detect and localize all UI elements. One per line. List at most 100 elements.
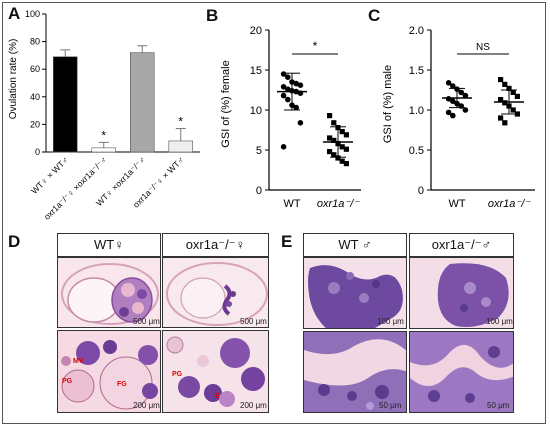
panel-label-a: A <box>8 4 21 23</box>
label-e: E <box>215 393 220 400</box>
scale-e-mutant-bottom: 50 μm <box>487 401 510 410</box>
data-point <box>343 132 349 138</box>
histology-d-mutant-low <box>162 257 269 328</box>
chart-a-ylabel: Ovulation rate (%) <box>8 39 19 120</box>
y-tick-label: 0 <box>256 185 262 197</box>
data-point <box>462 107 469 113</box>
significance-mark: * <box>101 128 106 142</box>
data-point <box>514 111 520 117</box>
panel-d-header-mutant: oxr1a⁻/⁻♀ <box>162 233 269 257</box>
histology-d-wt-low <box>57 257 161 328</box>
bar <box>168 140 193 153</box>
data-point <box>327 113 333 119</box>
histology-d-wt-high <box>57 330 161 413</box>
panel-e-header-mutant: oxr1a⁻/⁻♂ <box>409 233 514 257</box>
scale-d-wt-bottom: 200 μm <box>133 401 160 410</box>
data-point <box>502 100 508 106</box>
y-tick-label: 10 <box>250 105 262 117</box>
panel-e-header-wt: WT ♂ <box>303 233 407 257</box>
data-point <box>498 97 504 103</box>
data-point <box>331 137 337 143</box>
data-point <box>343 146 349 152</box>
category-label: oxr1a⁻/⁻♀ ×oxr1a⁻/⁻♂ <box>42 154 109 221</box>
scale-e-wt-bottom: 50 μm <box>379 401 402 410</box>
chart-b-ylabel: GSI of (%) female <box>220 60 232 147</box>
bar <box>91 147 116 153</box>
panel-label-d: D <box>8 232 21 251</box>
data-point <box>293 104 299 111</box>
significance-mark: * <box>178 115 183 129</box>
y-tick-label: 40 <box>30 92 40 102</box>
y-tick-label: 2.0 <box>409 25 424 37</box>
data-point <box>280 144 287 150</box>
chart-c: GSI of (%) male 0 0.5 1.0 1.5 2.0 WT oxr1a⁻/⁻ N… <box>382 25 535 210</box>
scale-d-mutant-top: 500 μm <box>240 317 267 326</box>
data-point <box>285 74 291 80</box>
y-tick-label: 1.0 <box>409 105 424 117</box>
data-point <box>462 92 469 99</box>
category-label: WT <box>448 198 465 210</box>
data-point <box>339 158 345 164</box>
data-point <box>297 120 304 126</box>
data-point <box>502 120 508 126</box>
category-label: oxr1a⁻/⁻ <box>488 198 531 210</box>
y-tick-label: 80 <box>30 37 40 47</box>
category-label: oxr1a⁻/⁻ <box>317 198 360 210</box>
histology-d-mutant-high <box>162 330 269 413</box>
panel-d-header-wt: WT♀ <box>57 233 161 257</box>
data-point <box>327 135 333 141</box>
y-tick-label: 0 <box>35 147 40 157</box>
data-point <box>343 161 349 167</box>
y-tick-label: 0 <box>418 185 424 197</box>
label-fg: FG <box>117 381 127 388</box>
data-point <box>331 120 337 126</box>
data-point <box>280 92 287 99</box>
significance-mark: * <box>313 39 318 53</box>
y-tick-label: 0.5 <box>409 145 424 157</box>
figure-frame <box>2 2 546 424</box>
panel-label-e: E <box>281 232 293 251</box>
y-tick-label: 15 <box>250 65 262 77</box>
y-tick-label: 20 <box>250 25 262 37</box>
data-point <box>335 155 341 161</box>
chart-a: Ovulation rate (%) 0 20 40 60 80 100 WT♀ × WT♂… <box>8 9 200 222</box>
panel-label-c: C <box>368 6 381 25</box>
chart-b: GSI of (%) female 0 5 10 15 20 WT oxr1a⁻/⁻ * <box>220 25 361 210</box>
histology-e-mutant-high <box>409 331 514 413</box>
data-point <box>450 112 456 119</box>
data-point <box>498 115 504 121</box>
data-point <box>458 89 464 96</box>
data-point <box>327 149 333 155</box>
label-pg-mutant: PG <box>172 371 183 378</box>
data-point <box>514 93 520 99</box>
y-tick-label: 5 <box>256 145 262 157</box>
histology-e-wt-high <box>303 331 407 413</box>
data-point <box>280 84 287 90</box>
significance-mark: NS <box>476 42 490 53</box>
histology-e-mutant-low <box>409 257 514 329</box>
data-point <box>280 71 287 77</box>
data-point <box>502 81 508 87</box>
histology-e-wt-low <box>303 257 407 329</box>
data-point <box>498 77 504 83</box>
y-tick-label: 1.5 <box>409 65 424 77</box>
category-label: WT <box>283 198 300 210</box>
panel-label-b: B <box>206 6 219 25</box>
data-point <box>331 152 337 158</box>
scale-e-wt-top: 100 μm <box>377 317 404 326</box>
data-point <box>293 80 299 87</box>
bar <box>130 52 155 153</box>
y-tick-label: 20 <box>30 119 40 129</box>
data-point <box>450 83 456 89</box>
data-point <box>445 109 452 116</box>
y-tick-label: 100 <box>25 9 40 19</box>
label-mv: MV <box>73 358 84 365</box>
data-point <box>445 80 452 86</box>
data-point <box>510 107 516 113</box>
bar <box>53 56 78 153</box>
label-pg-wt: PG <box>62 378 73 385</box>
scale-e-mutant-top: 100 μm <box>486 317 513 326</box>
data-point <box>506 85 512 91</box>
data-point <box>285 86 291 92</box>
data-point <box>510 89 516 95</box>
